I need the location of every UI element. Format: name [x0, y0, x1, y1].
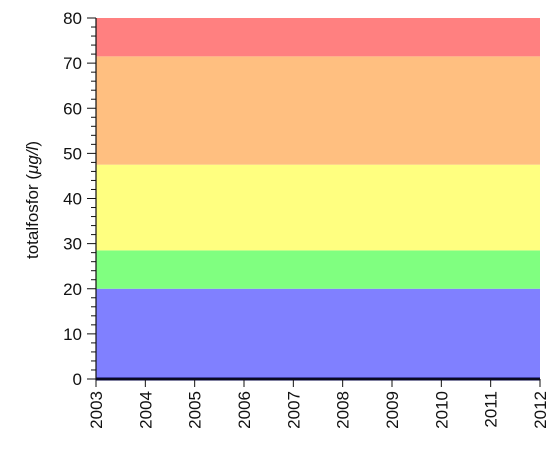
band-1 [96, 250, 540, 289]
y-tick-label: 10 [63, 325, 82, 344]
x-tick-label: 2012 [531, 391, 550, 429]
y-tick-label: 40 [63, 190, 82, 209]
x-tick-label: 2009 [383, 391, 402, 429]
y-axis-label-close: ) [23, 141, 42, 147]
y-tick-label: 0 [73, 370, 82, 389]
y-tick-label: 50 [63, 144, 82, 163]
y-axis-label-unit: μg/l [23, 145, 42, 174]
y-tick-label: 70 [63, 54, 82, 73]
band-3 [96, 56, 540, 165]
band-2 [96, 164, 540, 251]
x-tick-label: 2006 [235, 391, 254, 429]
x-tick-label: 2011 [482, 391, 501, 428]
y-axis-label: totalfosfor (μg/l) [23, 141, 42, 259]
y-tick-label: 30 [63, 235, 82, 254]
y-tick-label: 80 [63, 9, 82, 28]
x-axis-ticks: 2003 2004 2005 2006 2007 2008 2009 2010 2011 2012 [87, 379, 550, 429]
band-0 [96, 288, 540, 379]
x-tick-label: 2007 [284, 391, 303, 429]
y-axis-ticks: 0 10 20 30 40 50 60 70 80 [63, 9, 96, 389]
x-tick-label: 2008 [334, 391, 353, 429]
x-tick-label: 2010 [432, 391, 451, 429]
y-tick-label: 20 [63, 280, 82, 299]
y-tick-label: 60 [63, 99, 82, 118]
x-tick-label: 2005 [186, 391, 205, 429]
x-tick-label: 2004 [136, 391, 155, 429]
band-4 [96, 18, 540, 57]
background-bands [96, 18, 540, 379]
y-axis-label-text: totalfosfor ( [23, 174, 42, 259]
x-tick-label: 2003 [87, 391, 106, 429]
